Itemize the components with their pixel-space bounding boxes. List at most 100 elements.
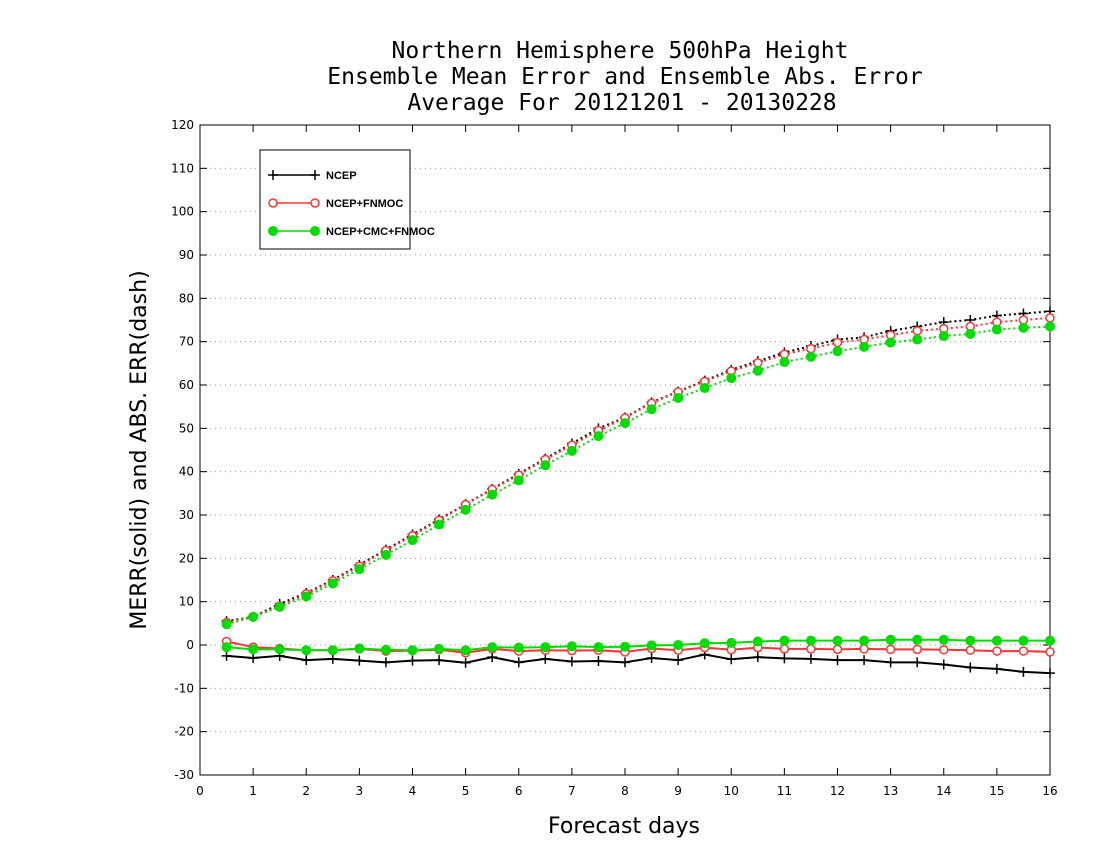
x-axis-label: Forecast days: [548, 814, 700, 839]
merr-point: [832, 635, 843, 646]
x-tick-label: 7: [568, 784, 576, 798]
merr-point: [1045, 635, 1055, 646]
merr-point: [566, 641, 577, 652]
merr-point: [726, 654, 737, 665]
y-tick-label: 30: [179, 508, 194, 522]
merr-line-ncep: [226, 653, 1051, 675]
chart-title-line-3: Average For 20121201 - 20130228: [407, 90, 836, 116]
y-tick-label: -30: [174, 768, 194, 782]
x-tick-label: 14: [936, 784, 951, 798]
merr-point: [965, 635, 976, 646]
merr-point: [487, 652, 498, 663]
x-tick-label: 6: [515, 784, 523, 798]
merr-point: [965, 645, 976, 655]
abs-err-point: [646, 404, 657, 415]
abs-err-point: [407, 535, 418, 546]
merr-point: [513, 657, 524, 668]
abs-err-point: [859, 341, 870, 352]
abs-err-point: [248, 611, 259, 622]
merr-point: [859, 635, 870, 646]
abs-err-point: [912, 326, 922, 336]
abs-err-point: [779, 357, 790, 368]
legend-label: NCEP+FNMOC: [326, 198, 403, 210]
merr-point: [593, 656, 604, 667]
legend-marker: [268, 198, 278, 208]
merr-point: [779, 635, 790, 646]
merr-point: [885, 657, 896, 668]
merr-point: [938, 659, 949, 670]
chart-title: Northern Hemisphere 500hPa Height Ensemb…: [327, 38, 922, 116]
y-axis-label: MERR(solid) and ABS. ERR(dash): [127, 270, 152, 629]
merr-point: [938, 634, 949, 645]
abs-err-point: [673, 393, 684, 403]
abs-err-point: [274, 601, 285, 612]
merr-point: [327, 645, 338, 656]
abs-err-point: [806, 343, 816, 354]
abs-err-point: [327, 578, 338, 589]
abs-err-point: [753, 358, 763, 368]
merr-point: [434, 655, 445, 666]
merr-point: [566, 656, 577, 667]
merr-point: [407, 645, 418, 656]
merr-point: [1045, 647, 1055, 657]
y-tick-label: 80: [179, 291, 194, 305]
abs-err-line-ncep: [226, 310, 1051, 623]
y-tick-label: 70: [179, 335, 194, 349]
chart-title-line-1: Northern Hemisphere 500hPa Height: [392, 38, 849, 64]
merr-point: [327, 653, 338, 664]
legend-marker: [268, 170, 278, 180]
abs-err-point: [912, 334, 923, 345]
abs-err-point: [593, 431, 604, 442]
legend-marker: [310, 198, 320, 208]
abs-err-point: [221, 619, 232, 630]
merr-point: [912, 657, 923, 668]
merr-point: [805, 635, 816, 646]
merr-point: [354, 643, 365, 654]
y-tick-label: -20: [174, 725, 194, 739]
merr-point: [380, 644, 391, 655]
x-tick-label: 12: [830, 784, 845, 798]
abs-err-point: [832, 337, 843, 348]
x-tick-label: 1: [249, 784, 257, 798]
series-ncep: [221, 306, 1055, 679]
abs-err-line-ncep-fnmoc: [226, 316, 1051, 624]
x-tick-label: 8: [621, 784, 629, 798]
legend-label: NCEP+CMC+FNMOC: [326, 226, 435, 238]
x-tick-label: 3: [356, 784, 364, 798]
legend-marker: [310, 170, 320, 180]
merr-point: [620, 641, 630, 652]
x-tick-label: 0: [196, 784, 204, 798]
abs-err-point: [885, 337, 896, 348]
merr-point: [939, 645, 949, 655]
merr-point: [779, 653, 790, 664]
merr-point: [699, 638, 710, 649]
merr-point: [885, 644, 896, 655]
abs-err-point: [832, 346, 843, 357]
merr-point: [301, 655, 312, 666]
merr-point: [354, 655, 365, 666]
y-tick-label: 110: [171, 161, 194, 175]
x-tick-label: 5: [462, 784, 470, 798]
merr-point: [1018, 635, 1029, 646]
merr-point: [859, 655, 870, 666]
legend: NCEP NCEP+FNMOC NCEP+CMC+FNMOC: [259, 149, 435, 250]
merr-point: [806, 644, 816, 654]
x-tick-label: 2: [302, 784, 310, 798]
legend-item-ncep-cmc-fnmoc: NCEP+CMC+FNMOC: [268, 226, 435, 238]
merr-point: [912, 634, 923, 645]
merr-point: [1018, 646, 1029, 656]
abs-err-point: [965, 328, 976, 339]
merr-point: [540, 642, 551, 653]
y-axis: -30 -20 -10 0 10 20 30 40 50 60 70 80 90 100 110 120: [171, 118, 1050, 782]
x-tick-label: 4: [409, 784, 417, 798]
merr-point: [487, 642, 498, 653]
abs-err-point: [699, 383, 710, 394]
abs-err-point: [726, 373, 737, 384]
y-tick-label: 50: [179, 421, 194, 435]
abs-err-point: [620, 418, 630, 429]
merr-point: [752, 652, 763, 663]
merr-point: [221, 650, 232, 661]
merr-point: [301, 645, 312, 656]
abs-err-point: [1045, 321, 1055, 332]
